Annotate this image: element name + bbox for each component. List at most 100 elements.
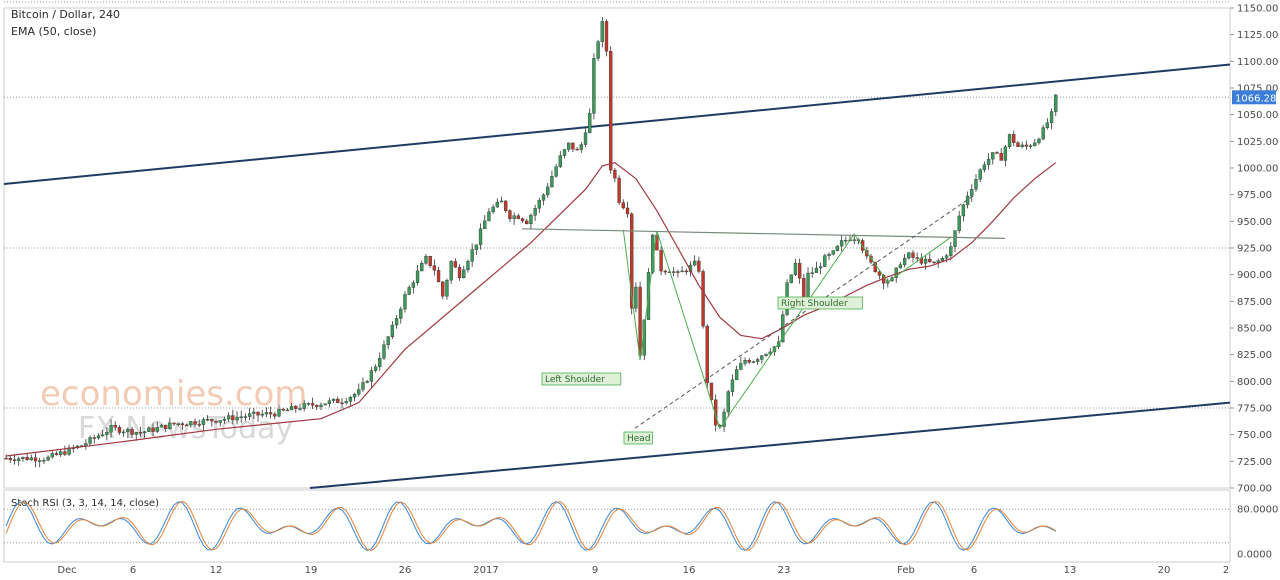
- candle-body: [680, 270, 684, 273]
- candle-body: [810, 272, 814, 274]
- candle-body: [46, 456, 50, 461]
- candle-body: [491, 206, 495, 213]
- candle-body: [986, 158, 991, 165]
- candle-body: [827, 253, 831, 256]
- y-tick-label: 1100.00: [1237, 57, 1278, 68]
- candle-body: [793, 262, 798, 275]
- candle-body: [218, 420, 222, 423]
- x-tick-label: 19: [305, 565, 318, 576]
- candle-body: [755, 359, 760, 362]
- y-tick-label: 975.00: [1237, 190, 1272, 201]
- candle-body: [932, 261, 936, 264]
- candle-body: [961, 204, 966, 217]
- candle-body: [898, 264, 903, 269]
- candle-body: [1045, 122, 1050, 128]
- candle-body: [663, 270, 667, 273]
- candle-body: [306, 403, 311, 405]
- candle-body: [340, 402, 344, 405]
- y-tick-label: 1025.00: [1237, 137, 1278, 148]
- candle-body: [600, 21, 604, 42]
- y-tick-label: 1000.00: [1237, 164, 1278, 175]
- candle-body: [583, 132, 588, 145]
- candle-body: [739, 363, 743, 370]
- candle-body: [260, 413, 264, 416]
- candle-body: [285, 409, 290, 412]
- candle-body: [197, 424, 201, 426]
- candle-body: [134, 432, 138, 435]
- candle-body: [852, 239, 856, 241]
- candle-body: [957, 215, 961, 231]
- x-tick-label: 20: [1158, 565, 1171, 576]
- candle-body: [277, 408, 281, 417]
- candle-body: [378, 357, 382, 367]
- candle-body: [121, 431, 126, 434]
- candle-body: [84, 443, 88, 446]
- candle-body: [365, 381, 369, 383]
- candle-body: [726, 391, 730, 413]
- candle-body: [592, 58, 596, 114]
- candle-body: [151, 427, 155, 432]
- candle-body: [1003, 146, 1008, 161]
- candle-body: [247, 413, 252, 417]
- candle-body: [1033, 142, 1037, 146]
- y-tick-label: 1150.00: [1237, 4, 1278, 15]
- y-tick-label: 725.00: [1237, 457, 1272, 468]
- pattern-outline: [622, 229, 952, 430]
- candle-body: [336, 398, 340, 404]
- candle-body: [575, 148, 579, 151]
- candle-body: [1041, 127, 1045, 140]
- candle-body: [907, 252, 911, 259]
- stoch-label: Stoch RSI (3, 3, 14, 14, close): [11, 498, 159, 509]
- candle-body: [1028, 145, 1033, 147]
- candle-body: [226, 415, 231, 420]
- right-shoulder-label: Right Shoulder: [781, 299, 848, 309]
- candle-body: [399, 308, 403, 319]
- x-tick-label: 12: [210, 565, 223, 576]
- candle-body: [949, 246, 953, 256]
- candle-body: [982, 164, 987, 171]
- y-tick-label: 925.00: [1237, 244, 1272, 255]
- head-shoulders-pattern: Left Shoulder Head Right Shoulder: [521, 194, 1006, 445]
- candle-body: [441, 281, 445, 297]
- x-tick-label: 2017: [473, 565, 498, 576]
- candle-body: [823, 255, 827, 267]
- candle-body: [59, 451, 63, 455]
- candle-body: [936, 260, 940, 263]
- candle-body: [571, 142, 575, 150]
- candle-body: [797, 262, 802, 279]
- candle-body: [940, 258, 945, 262]
- candle-body: [487, 211, 491, 222]
- neckline: [521, 228, 1006, 239]
- candle-body: [176, 423, 180, 425]
- candle-body: [105, 431, 109, 436]
- candle-body: [453, 261, 458, 268]
- candle-body: [701, 271, 705, 327]
- indicator-label: EMA (50, close): [11, 25, 97, 38]
- candle-body: [999, 153, 1003, 161]
- candle-body: [168, 422, 172, 430]
- y-tick-label: 700.00: [1237, 484, 1272, 495]
- candle-body: [436, 270, 441, 283]
- candle-body: [50, 453, 54, 458]
- x-tick-label: 6: [130, 565, 136, 576]
- candle-body: [928, 258, 932, 263]
- candle-body: [29, 457, 33, 461]
- candle-body: [352, 393, 357, 398]
- candle-body: [184, 424, 189, 427]
- candle-body: [239, 416, 243, 418]
- candlestick-series: [4, 16, 1058, 468]
- candle-body: [21, 456, 25, 459]
- y-tick-label: 850.00: [1237, 324, 1272, 335]
- watermark-text-1: economies.com: [40, 374, 307, 414]
- candle-body: [273, 413, 277, 417]
- candle-body: [697, 260, 701, 272]
- candle-body: [995, 152, 999, 154]
- candle-body: [713, 399, 718, 426]
- candle-body: [617, 177, 621, 203]
- candle-body: [63, 451, 67, 455]
- candle-body: [902, 257, 907, 265]
- candle-body: [12, 459, 17, 462]
- candle-body: [478, 228, 483, 245]
- candle-body: [508, 210, 512, 220]
